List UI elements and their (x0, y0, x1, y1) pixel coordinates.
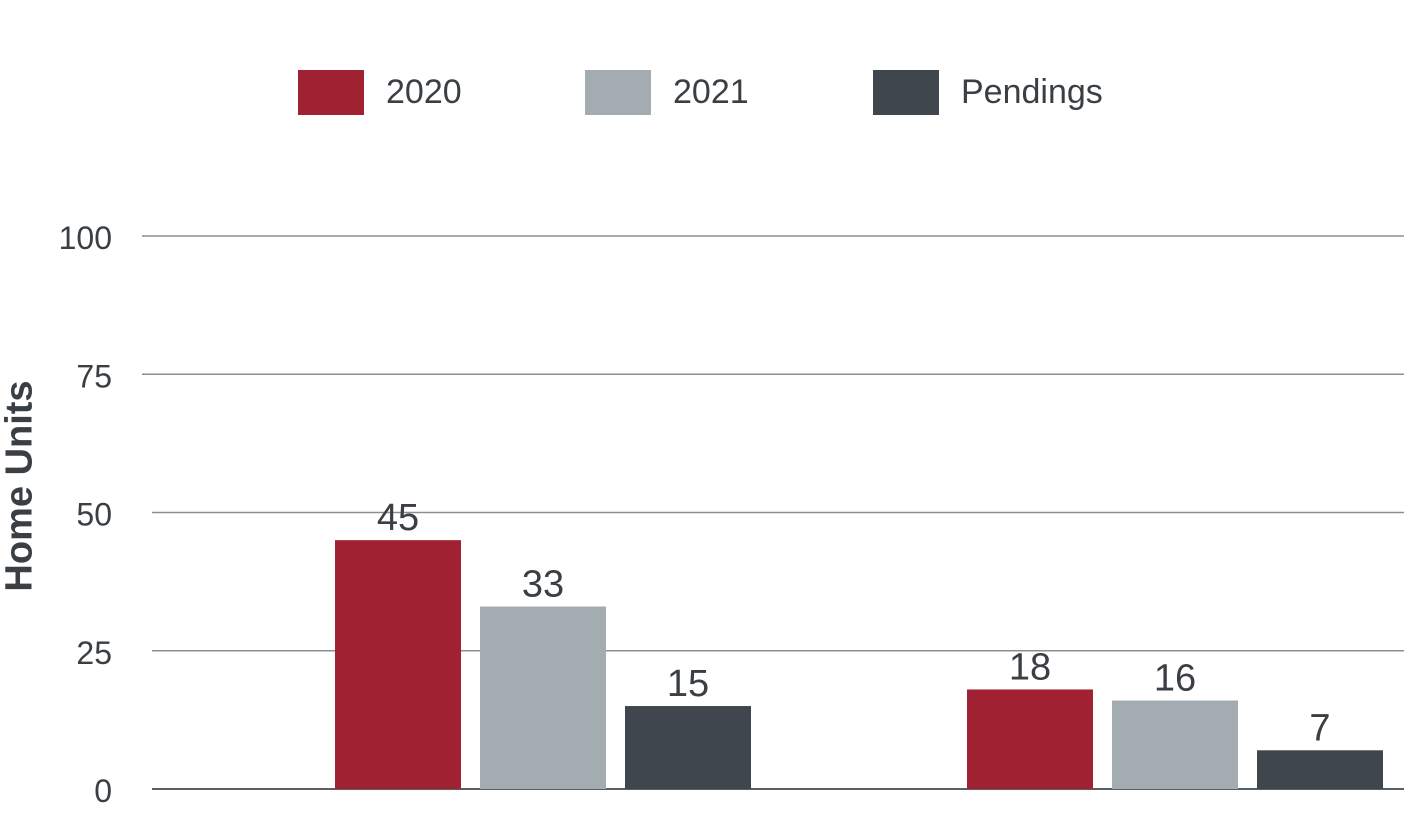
data-label-2021-1: 33 (522, 564, 564, 606)
legend-item-2020: 2020 (298, 68, 462, 116)
bar-2021-1 (480, 606, 606, 789)
legend-swatch-2021 (585, 69, 651, 115)
bar-2020-2 (967, 689, 1093, 789)
legend-item-2021: 2021 (585, 68, 749, 116)
legend-label-pendings: Pendings (961, 72, 1103, 111)
y-tick-label-0: 0 (94, 773, 112, 809)
bar-2021-2 (1112, 700, 1238, 789)
y-tick-label-100: 100 (59, 220, 112, 256)
legend-label-2021: 2021 (673, 72, 749, 111)
bar-pendings-1 (625, 706, 751, 789)
legend-label-2020: 2020 (386, 72, 462, 111)
y-tick-label-50: 50 (76, 497, 112, 533)
legend-item-pendings: Pendings (873, 68, 1103, 116)
y-tick-label-75: 75 (76, 358, 112, 394)
chart-legend: 2020 2021 Pendings (0, 68, 1404, 116)
bar-pendings-2 (1257, 750, 1383, 789)
data-label-2020-1: 45 (377, 497, 419, 539)
data-label-2020-2: 18 (1009, 646, 1051, 688)
bar-2020-1 (335, 540, 461, 789)
data-label-pendings-2: 7 (1309, 707, 1330, 749)
data-label-2021-2: 16 (1154, 658, 1196, 700)
legend-swatch-2020 (298, 69, 364, 115)
y-tick-label-25: 25 (76, 635, 112, 671)
legend-swatch-pendings (873, 69, 939, 115)
data-label-pendings-1: 15 (667, 663, 709, 705)
